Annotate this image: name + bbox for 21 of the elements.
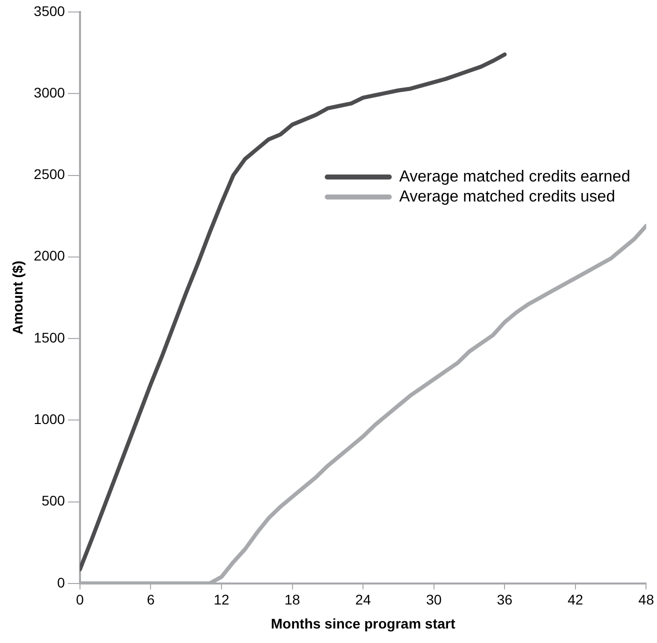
y-axis-title: Amount ($) <box>9 260 26 335</box>
x-tick-label: 6 <box>146 592 155 608</box>
y-tick-label: 1000 <box>34 411 66 427</box>
x-tick-label: 48 <box>638 592 654 608</box>
y-tick-label: 1500 <box>34 329 66 346</box>
legend-label: Average matched credits used <box>399 188 616 206</box>
legend-label: Average matched credits earned <box>399 168 630 186</box>
x-tick-label: 18 <box>284 592 300 608</box>
x-tick-label: 42 <box>568 592 584 608</box>
y-tick-label: 500 <box>42 492 66 509</box>
x-tick-label: 24 <box>355 592 372 608</box>
y-tick-label: 2500 <box>34 166 66 182</box>
y-tick-label: 3500 <box>34 2 66 19</box>
x-tick-label: 36 <box>496 592 513 608</box>
y-tick-label: 2000 <box>34 248 66 264</box>
y-tick-label: 3000 <box>34 84 66 100</box>
x-tick-label: 12 <box>214 592 230 608</box>
y-tick-label: 0 <box>57 574 66 590</box>
x-axis-title: Months since program start <box>270 615 456 632</box>
x-tick-label: 0 <box>76 592 84 608</box>
x-tick-label: 30 <box>426 592 442 608</box>
